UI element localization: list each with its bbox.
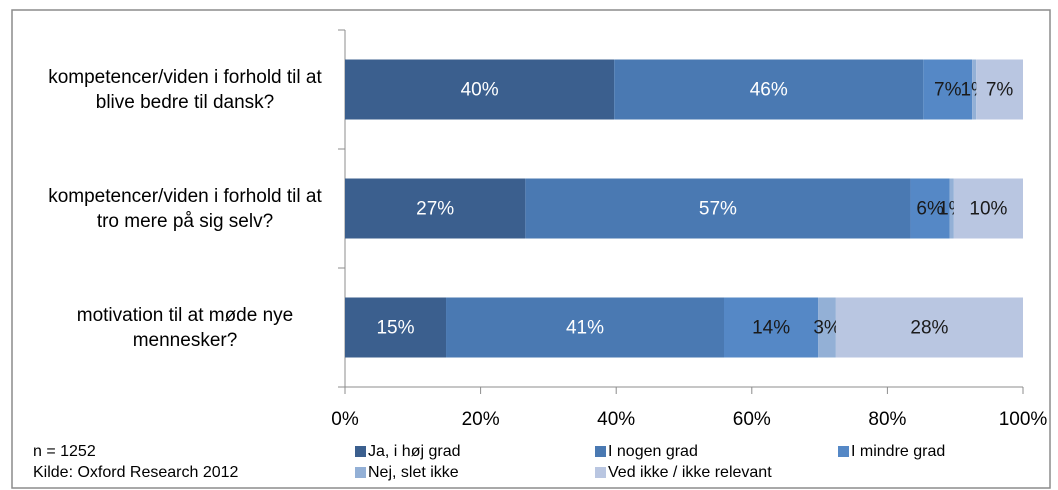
x-tick-label: 40% [597,409,635,430]
x-tick-label: 20% [462,409,500,430]
bar-segment [345,59,615,120]
category-label: kompetencer/viden i forhold til at blive… [48,66,322,113]
legend-swatch [595,467,606,478]
legend-label: Ved ikke / ikke relevant [608,464,772,481]
bar-segment [910,178,950,239]
value-label: 41% [566,318,604,339]
x-tick-label: 100% [999,409,1048,430]
bar-segment [345,178,526,239]
bar-segment [818,297,836,358]
value-label: 40% [461,80,499,101]
value-label: 28% [910,318,948,339]
bar-segment [949,178,954,239]
note: n = 1252 [33,443,96,460]
category-label: motivation til at møde nye mennesker? [76,304,294,351]
bar-segment [923,59,973,120]
x-tick-label: 60% [733,409,771,430]
value-label: 10% [969,199,1007,220]
value-label: 46% [750,80,788,101]
legend-swatch [838,446,849,457]
legend-label: I nogen grad [608,443,698,460]
note: Kilde: Oxford Research 2012 [33,464,239,481]
legend-label: Nej, slet ikke [368,464,459,481]
category-label: kompetencer/viden i forhold til at tro m… [48,185,322,232]
bar-segment [446,297,725,358]
bar-segment [614,59,924,120]
legend-label: Ja, i høj grad [368,443,460,460]
value-label: 3% [813,318,841,339]
value-label: 7% [986,80,1014,101]
value-label: 15% [376,318,414,339]
legend-label: I mindre grad [851,443,945,460]
legend-swatch [355,467,366,478]
x-tick-label: 80% [868,409,906,430]
bar-segment [525,178,911,239]
bar-segment [835,297,1023,358]
bar-segment [976,59,1023,120]
legend-swatch [355,446,366,457]
value-label: 7% [934,80,962,101]
x-tick-label: 0% [331,409,359,430]
value-label: 27% [416,199,454,220]
value-label: 6% [916,199,944,220]
bar-segment [724,297,819,358]
value-label: 14% [752,318,790,339]
bar-segment [953,178,1023,239]
value-label: 57% [699,199,737,220]
bar-segment [345,297,447,358]
bar-segment [972,59,977,120]
legend-swatch [595,446,606,457]
